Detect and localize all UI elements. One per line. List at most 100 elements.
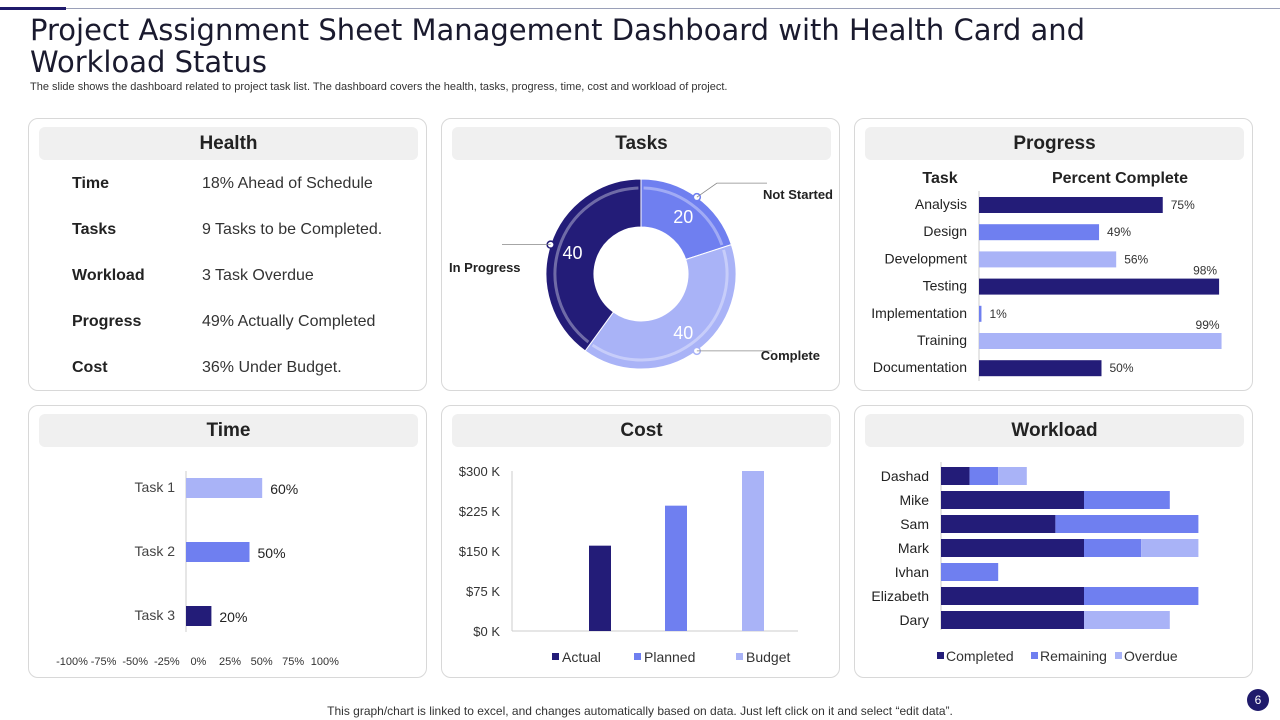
- workload-category-label: Elizabeth: [871, 588, 929, 604]
- health-row-progress: Progress 49% Actually Completed: [29, 313, 428, 337]
- workload-legend-label: Overdue: [1124, 648, 1178, 664]
- workload-bar-segment: [941, 467, 970, 485]
- leader-line: [696, 182, 767, 198]
- progress-value-label: 1%: [989, 307, 1007, 321]
- cost-legend-label: Budget: [746, 649, 790, 665]
- workload-card: Workload Dashad Mike Sam Mark Ivhan Elizabeth…: [854, 405, 1253, 678]
- workload-bar-segment: [1084, 491, 1170, 509]
- tasks-card: Tasks 20 Not Started 40 Complete 40 In Progre…: [441, 118, 840, 391]
- health-label: Time: [72, 175, 110, 192]
- donut-slice: [584, 244, 737, 370]
- time-tick-label: -50%: [122, 656, 148, 668]
- time-tick-label: 0%: [190, 656, 206, 668]
- cost-legend-label: Actual: [562, 649, 601, 665]
- progress-value-label: 49%: [1107, 225, 1131, 239]
- cost-legend-label: Planned: [644, 649, 695, 665]
- time-card-header: Time: [39, 414, 418, 447]
- footer-note: This graph/chart is linked to excel, and…: [327, 704, 953, 718]
- workload-legend-label: Completed: [946, 648, 1014, 664]
- workload-bar-segment: [941, 587, 1084, 605]
- donut-value-label: 40: [673, 323, 693, 343]
- progress-bar: [979, 197, 1163, 213]
- cost-bar: [589, 545, 611, 631]
- workload-bar-segment: [969, 467, 999, 485]
- health-label: Tasks: [72, 221, 117, 238]
- donut-category-label: Complete: [761, 348, 820, 363]
- progress-category-label: Design: [923, 223, 967, 239]
- time-value-label: 60%: [270, 481, 298, 497]
- health-row-workload: Workload 3 Task Overdue: [29, 267, 428, 291]
- health-row-cost: Cost 36% Under Budget.: [29, 359, 428, 383]
- workload-category-label: Dashad: [881, 468, 929, 484]
- progress-bar: [979, 360, 1102, 377]
- workload-legend-label: Remaining: [1040, 648, 1107, 664]
- cost-tick-label: $300 K: [459, 464, 501, 479]
- time-bar: [186, 542, 250, 562]
- health-label: Progress: [72, 313, 142, 330]
- progress-value-label: 50%: [1110, 361, 1134, 375]
- time-category-label: Task 3: [135, 607, 176, 623]
- health-value: 18% Ahead of Schedule: [202, 175, 373, 192]
- donut-value-label: 20: [673, 207, 693, 227]
- progress-card-header: Progress: [865, 127, 1244, 160]
- health-label: Workload: [72, 267, 145, 284]
- workload-category-label: Ivhan: [895, 564, 929, 580]
- health-card: Health Time 18% Ahead of Schedule Tasks …: [28, 118, 427, 391]
- health-label: Cost: [72, 359, 108, 376]
- time-tick-label: 100%: [311, 656, 339, 668]
- time-bar: [186, 606, 212, 626]
- time-value-label: 50%: [258, 545, 286, 561]
- cost-bar: [665, 505, 687, 631]
- workload-bar-segment: [941, 539, 1084, 557]
- health-value: 49% Actually Completed: [202, 313, 376, 330]
- workload-bar-segment: [1141, 539, 1199, 557]
- progress-category-label: Implementation: [871, 305, 967, 321]
- progress-bar: [979, 251, 1117, 268]
- donut-slice: [545, 178, 642, 352]
- time-tick-label: -100%: [56, 656, 88, 668]
- workload-category-label: Dary: [899, 612, 929, 628]
- progress-value-label: 56%: [1124, 252, 1148, 266]
- page-subtitle: The slide shows the dashboard related to…: [30, 81, 728, 93]
- progress-column-header-percent: Percent Complete: [1052, 170, 1188, 187]
- donut-slice-highlight: [643, 186, 724, 246]
- time-bar-chart: Task 1 60% Task 2 50% Task 3 20% -100% -75% -50%…: [56, 471, 339, 668]
- cost-card-header: Cost: [452, 414, 831, 447]
- cost-tick-label: $0 K: [473, 624, 500, 639]
- health-card-header: Health: [39, 127, 418, 160]
- progress-bar: [979, 278, 1220, 295]
- workload-stacked-bar-chart: Dashad Mike Sam Mark Ivhan Elizabeth Dary Compl…: [871, 462, 1199, 664]
- health-value: 3 Task Overdue: [202, 267, 314, 284]
- workload-category-label: Mark: [898, 540, 930, 556]
- workload-legend-swatch: [937, 652, 944, 659]
- page-number-badge: 6: [1247, 689, 1269, 711]
- time-tick-label: 50%: [251, 656, 273, 668]
- cost-tick-label: $150 K: [459, 544, 501, 559]
- cost-bar: [742, 471, 764, 631]
- cost-tick-label: $225 K: [459, 504, 501, 519]
- workload-legend-swatch: [1031, 652, 1038, 659]
- health-row-time: Time 18% Ahead of Schedule: [29, 175, 428, 199]
- donut-value-label: 40: [563, 243, 583, 263]
- health-value: 36% Under Budget.: [202, 359, 342, 376]
- cost-legend-swatch: [552, 653, 559, 660]
- workload-bar-segment: [941, 611, 1084, 629]
- progress-category-label: Development: [885, 250, 968, 266]
- workload-legend-swatch: [1115, 652, 1122, 659]
- workload-bar-segment: [998, 467, 1027, 485]
- workload-card-header: Workload: [865, 414, 1244, 447]
- donut-slice-highlight: [553, 186, 639, 344]
- cost-legend-swatch: [634, 653, 641, 660]
- progress-category-label: Testing: [923, 278, 967, 294]
- workload-bar-segment: [941, 515, 1056, 533]
- progress-category-label: Training: [917, 332, 967, 348]
- page-title: Project Assignment Sheet Management Dash…: [30, 13, 1086, 79]
- health-value: 9 Tasks to be Completed.: [202, 221, 383, 238]
- progress-value-label: 98%: [1193, 264, 1217, 278]
- donut-category-label: In Progress: [449, 260, 521, 275]
- progress-bar: [979, 224, 1100, 241]
- time-category-label: Task 1: [135, 479, 176, 495]
- time-tick-label: -75%: [91, 656, 117, 668]
- tasks-card-header: Tasks: [452, 127, 831, 160]
- time-value-label: 20%: [219, 609, 247, 625]
